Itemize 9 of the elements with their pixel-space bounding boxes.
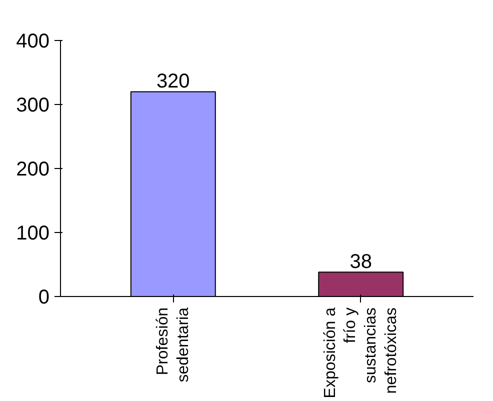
data-label: 320: [156, 70, 190, 93]
y-tick-label: 300: [16, 94, 50, 116]
x-tick-label: Profesión sedentaria: [154, 307, 192, 382]
y-tick-label: 400: [16, 30, 50, 52]
y-tick-label: 200: [16, 158, 50, 180]
x-tick-label: Exposición a frío y sustancias nefrotóxicas: [322, 307, 400, 398]
y-tick-label: 100: [16, 222, 50, 244]
data-label: 38: [350, 251, 372, 274]
y-tick-label: 0: [38, 286, 50, 308]
